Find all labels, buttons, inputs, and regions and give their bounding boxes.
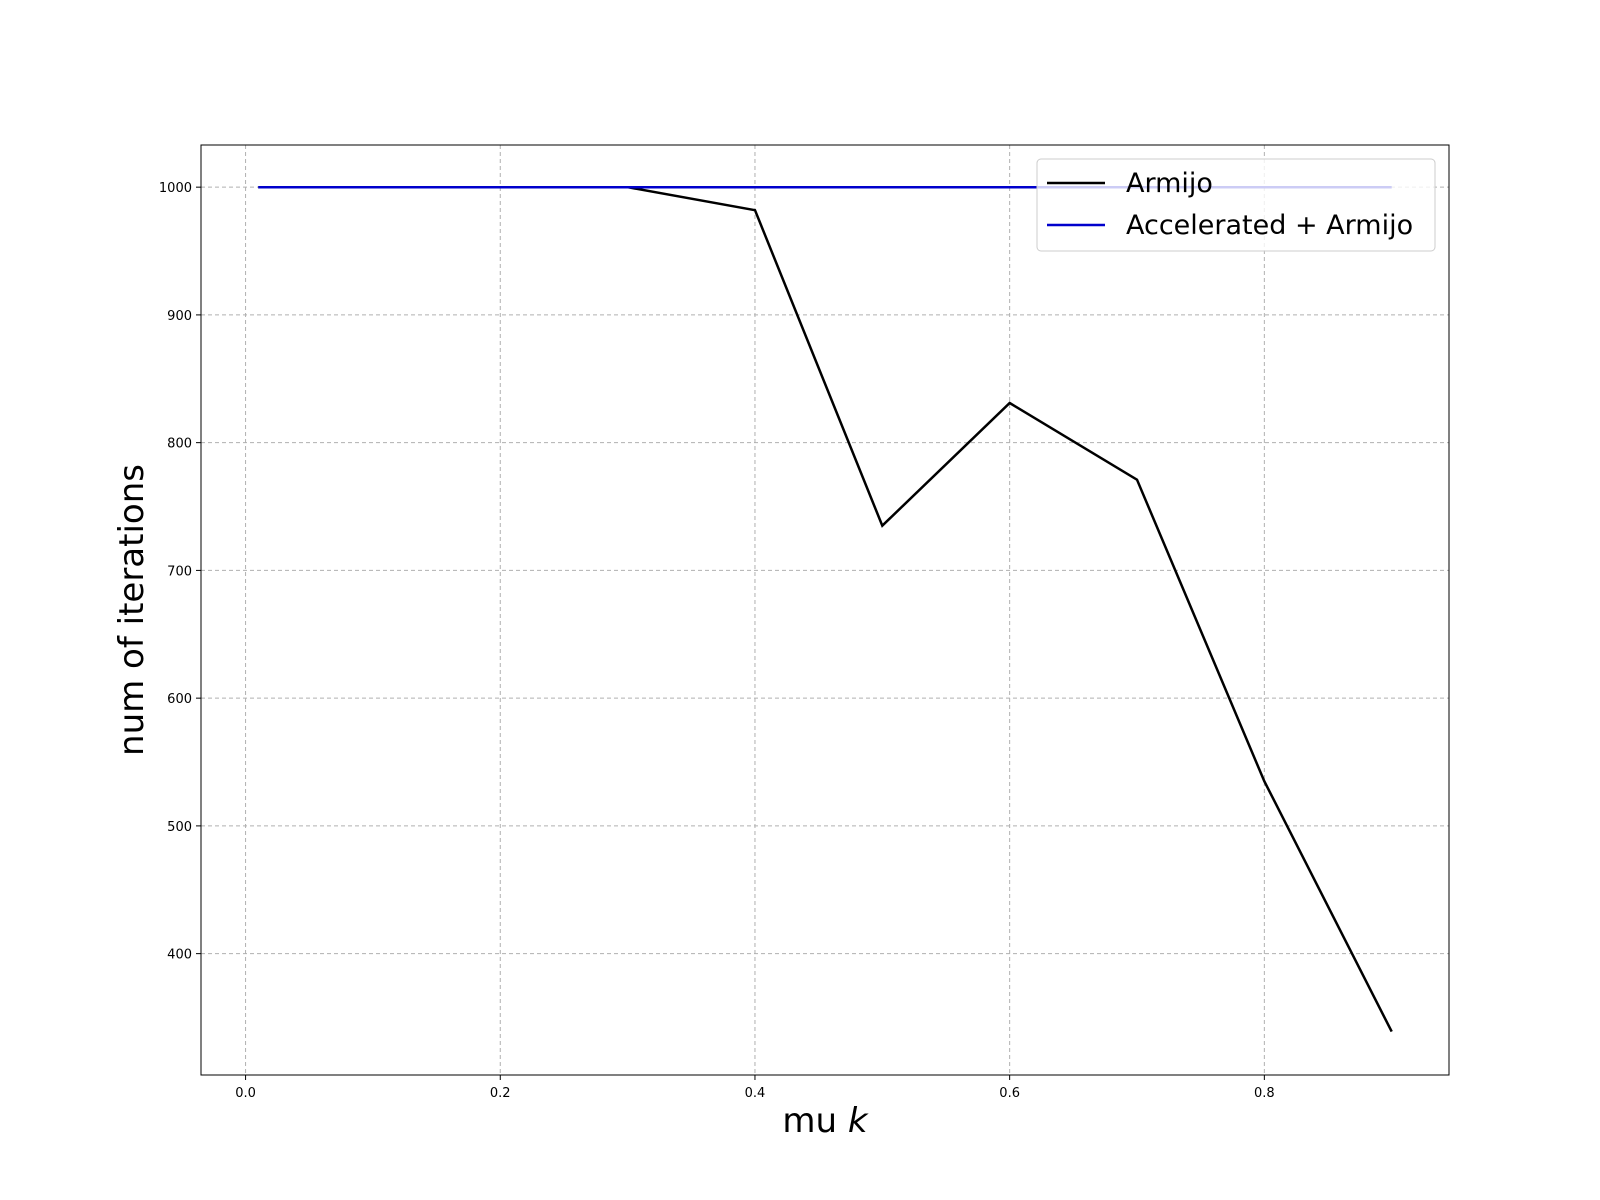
x-axis-label: mu k — [782, 1101, 868, 1141]
x-axis-label-variable: k — [848, 1101, 869, 1141]
x-tick-label: 0.2 — [490, 1086, 511, 1101]
y-tick-label: 600 — [167, 692, 192, 707]
y-tick-label: 900 — [167, 309, 192, 324]
y-tick-label: 1000 — [159, 181, 192, 196]
legend-box — [1036, 158, 1436, 252]
y-tick-label: 400 — [167, 948, 192, 963]
legend-label-accelerated-armijo: Accelerated + Armijo — [1126, 210, 1413, 241]
plot-frame — [200, 144, 1450, 1076]
x-tick-label: 0.4 — [745, 1086, 766, 1101]
x-tick-label: 0.6 — [999, 1086, 1020, 1101]
y-tick-label: 500 — [167, 820, 192, 835]
grid — [201, 145, 1449, 1075]
y-tick-label: 800 — [167, 437, 192, 452]
y-tick-label: 700 — [167, 564, 192, 579]
legend: Armijo Accelerated + Armijo — [1036, 158, 1436, 252]
x-axis-ticks: 0.0 0.2 0.4 0.6 0.8 — [235, 1075, 1275, 1101]
x-tick-label: 0.8 — [1254, 1086, 1275, 1101]
y-axis-ticks: 400 500 600 700 800 900 1000 — [159, 181, 201, 963]
y-axis-label: num of iterations — [112, 464, 152, 756]
x-tick-label: 0.0 — [235, 1086, 256, 1101]
legend-label-armijo: Armijo — [1126, 168, 1213, 199]
